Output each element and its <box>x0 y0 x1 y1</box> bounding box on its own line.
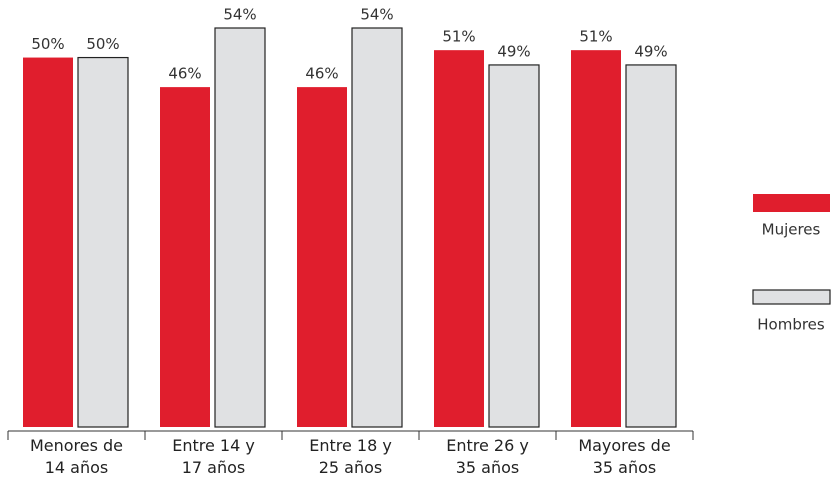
legend-label: Mujeres <box>762 221 821 239</box>
value-label: 54% <box>223 6 256 24</box>
x-tick-label: Menores de 14 años <box>29 436 124 477</box>
value-label: 50% <box>86 35 119 53</box>
value-label: 49% <box>497 42 530 60</box>
bar <box>434 50 484 428</box>
value-label: 46% <box>168 65 201 83</box>
bar <box>488 64 540 428</box>
bar <box>351 27 403 428</box>
bar <box>571 50 621 428</box>
bar <box>625 64 677 428</box>
value-label: 46% <box>305 65 338 83</box>
bar <box>214 27 266 428</box>
value-label: 51% <box>579 28 612 46</box>
bar <box>160 87 210 427</box>
legend-swatch <box>753 194 830 212</box>
x-tick-label: Entre 18 y 25 años <box>309 436 392 477</box>
bar <box>297 87 347 427</box>
x-tick-label: Entre 26 y 35 años <box>446 436 529 477</box>
bar <box>23 57 73 428</box>
x-tick-label: Entre 14 y 17 años <box>172 436 255 477</box>
value-label: 50% <box>31 35 64 53</box>
value-label: 51% <box>442 28 475 46</box>
value-label: 54% <box>360 6 393 24</box>
value-label: 49% <box>634 42 667 60</box>
legend-label: Hombres <box>757 316 825 334</box>
x-tick-label: Mayores de 35 años <box>578 436 671 477</box>
legend-swatch <box>752 289 831 305</box>
bar <box>77 56 129 428</box>
